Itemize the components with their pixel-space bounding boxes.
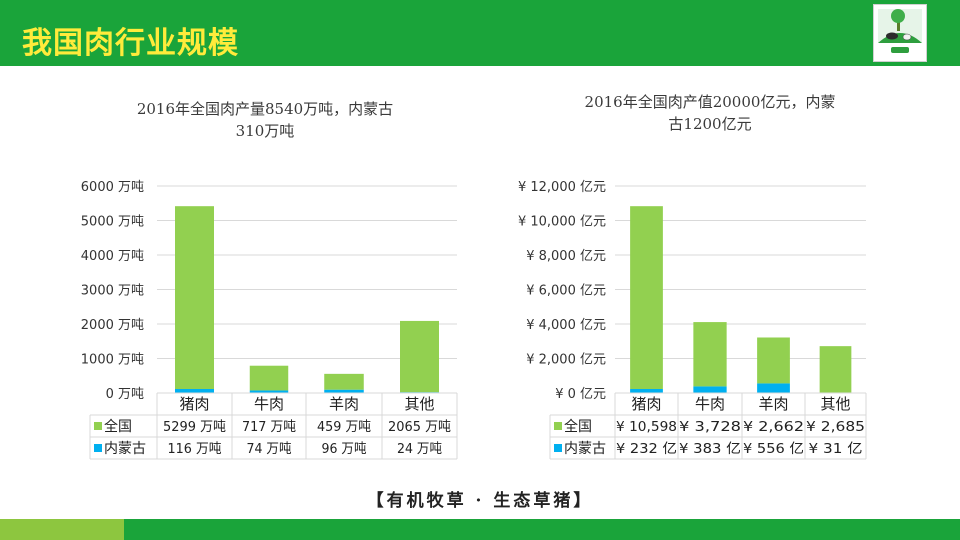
left-chart-bar-inner-mongolia [324, 389, 364, 393]
left-chart-data-label: 96 万吨 [322, 441, 367, 457]
left-chart-category-label: 牛肉 [254, 395, 284, 413]
right-chart-bar-national [630, 206, 663, 389]
slogan: 【有机牧草 · 生态草猪】 [366, 491, 594, 511]
left-chart-y-tick-label: 1000 万吨 [81, 353, 144, 368]
left-chart-category-label: 猪肉 [179, 395, 209, 413]
left-chart-y-tick-label: 0 万吨 [106, 387, 144, 402]
left-chart-data-label: 24 万吨 [397, 441, 442, 457]
meat-production-chart: 0 万吨 1000 万吨 2000 万吨 3000 万吨 4000 万吨 5000 万吨 6… [81, 180, 458, 460]
left-chart-bar-national [324, 373, 364, 390]
right-chart-bar-inner-mongolia [757, 383, 790, 393]
left-chart-data-label: 5299 万吨 [163, 419, 226, 435]
right-chart-bar-national [819, 346, 852, 393]
meat-output-value-chart: ¥ 0 亿元 ¥ 2,000 亿元 ¥ 4,000 亿元 ¥ 6,000 亿元 ¥ 8,… [518, 180, 867, 460]
left-chart-data-label: 2065 万吨 [388, 419, 451, 435]
left-chart-bar-national [249, 365, 289, 391]
header-bar [0, 0, 960, 66]
page-title: 我国肉行业规模 [22, 26, 239, 61]
right-chart-y-tick-label: ¥ 0 亿元 [555, 387, 606, 402]
right-chart-category-label: 羊肉 [758, 395, 788, 413]
left-chart-legend-label: 内蒙古 [104, 441, 146, 457]
left-chart-title-line-2: 310万吨 [235, 122, 295, 140]
left-chart-legend-label: 全国 [104, 418, 132, 435]
left-chart-title-line-1: 2016年全国肉产量8540万吨，内蒙古 [136, 100, 394, 118]
right-chart-bar-national [757, 337, 790, 384]
right-chart-y-tick-label: ¥ 4,000 亿元 [526, 318, 606, 333]
left-chart-bar-national [175, 206, 214, 389]
left-chart-y-tick-label: 3000 万吨 [81, 284, 144, 299]
left-chart-bar-inner-mongolia [175, 388, 214, 393]
left-chart-category-label: 其他 [404, 395, 434, 413]
footer-accent-right [124, 519, 960, 540]
company-logo [873, 4, 927, 62]
left-chart-legend-swatch-national [94, 422, 102, 430]
right-chart-bar-inner-mongolia [693, 386, 727, 393]
right-chart-data-label: ¥ 556 亿 [743, 441, 804, 457]
right-chart-legend-swatch-inner-mongolia [554, 444, 562, 452]
right-chart-category-label: 猪肉 [631, 395, 661, 413]
right-chart-y-tick-label: ¥ 10,000 亿元 [518, 215, 606, 230]
right-chart-title-line-1: 2016年全国肉产值20000亿元，内蒙 [584, 93, 836, 111]
left-chart-legend-swatch-inner-mongolia [94, 444, 102, 452]
right-chart-category-label: 牛肉 [695, 395, 725, 413]
right-chart-data-label: ¥ 232 亿 [616, 441, 677, 457]
left-chart-data-label: 459 万吨 [317, 419, 371, 435]
left-chart-bar-inner-mongolia [249, 390, 289, 393]
right-chart-legend-swatch-national [554, 422, 562, 430]
right-chart-legend-label: 内蒙古 [564, 441, 606, 457]
right-chart-data-label: ¥ 3,728 [679, 419, 741, 435]
right-chart-y-tick-label: ¥ 8,000 亿元 [526, 249, 606, 264]
left-chart-title: 2016年全国肉产量8540万吨，内蒙古 310万吨 [60, 98, 470, 142]
right-chart-data-label: ¥ 383 亿 [679, 441, 741, 457]
right-chart-data-label: ¥ 31 亿 [809, 441, 863, 457]
right-chart-y-tick-label: ¥ 6,000 亿元 [526, 284, 606, 299]
right-chart-data-label: ¥ 2,685 [806, 419, 865, 435]
cow-on-green-hill-logo-icon [878, 9, 922, 53]
left-chart-data-label: 74 万吨 [247, 441, 292, 457]
left-chart-bar-national [400, 320, 439, 393]
left-chart-data-label: 717 万吨 [242, 419, 296, 435]
right-chart-title-line-2: 古1200亿元 [668, 115, 752, 133]
left-chart-y-tick-label: 4000 万吨 [81, 249, 144, 264]
left-chart-y-tick-label: 6000 万吨 [81, 180, 144, 195]
left-chart-category-label: 羊肉 [329, 395, 359, 413]
right-chart-bar-national [693, 322, 727, 387]
footer-accent-left [0, 519, 124, 540]
left-chart-data-label: 116 万吨 [168, 441, 222, 457]
right-chart-category-label: 其他 [820, 395, 850, 413]
right-chart-title: 2016年全国肉产值20000亿元，内蒙 古1200亿元 [500, 91, 920, 135]
right-chart-legend-label: 全国 [564, 418, 592, 435]
right-chart-data-label: ¥ 2,662 [743, 419, 804, 435]
right-chart-y-tick-label: ¥ 2,000 亿元 [526, 353, 606, 368]
right-chart-bar-inner-mongolia [630, 388, 663, 393]
right-chart-data-label: ¥ 10,598 [616, 419, 677, 435]
left-chart-y-tick-label: 2000 万吨 [81, 318, 144, 333]
left-chart-y-tick-label: 5000 万吨 [81, 215, 144, 230]
right-chart-y-tick-label: ¥ 12,000 亿元 [518, 180, 606, 195]
